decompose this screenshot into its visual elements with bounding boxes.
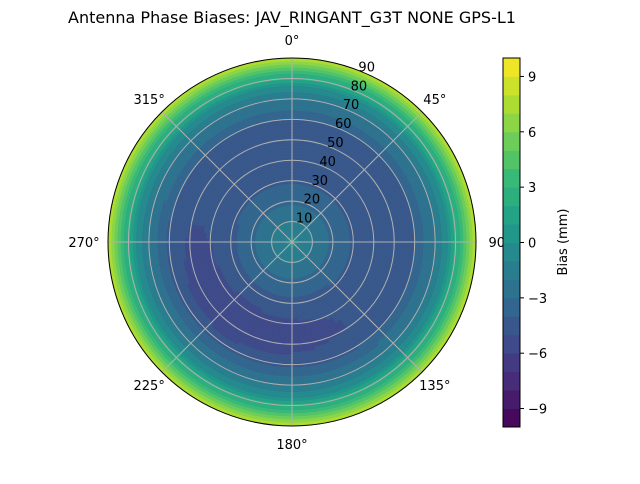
chart-title: Antenna Phase Biases: JAV_RINGANT_G3T NO… xyxy=(68,8,516,28)
contour-cell xyxy=(344,236,347,240)
contour-cell xyxy=(283,358,292,361)
contour-cell xyxy=(291,349,299,352)
contour-cell xyxy=(282,104,292,107)
contour-cell xyxy=(292,153,299,156)
contour-cell xyxy=(283,113,293,116)
contour-cell xyxy=(283,107,293,110)
contour-cell xyxy=(225,244,228,249)
contour-cell xyxy=(291,370,301,373)
contour-cell xyxy=(291,340,299,343)
contour-cell xyxy=(291,386,302,389)
contour-cell xyxy=(291,355,300,358)
contour-cell xyxy=(292,331,299,334)
contour-cell xyxy=(285,147,292,150)
contour-cell xyxy=(284,346,292,349)
contour-cell xyxy=(292,147,299,150)
contour-cell xyxy=(292,122,301,125)
contour-cell xyxy=(283,110,293,113)
contour-cell xyxy=(292,325,298,328)
contour-cell xyxy=(286,312,292,315)
contour-cell xyxy=(286,156,292,159)
contour-cell xyxy=(284,340,292,343)
contour-cell xyxy=(341,237,344,241)
contour-cell xyxy=(285,144,292,147)
contour-cell xyxy=(292,144,299,147)
contour-cell xyxy=(221,244,224,249)
contour-cell xyxy=(291,346,299,349)
contour-cell xyxy=(291,380,302,383)
contour-cell xyxy=(285,135,293,138)
contour-cell xyxy=(292,162,298,165)
contour-cell xyxy=(285,337,292,340)
contour-cell xyxy=(284,129,293,132)
contour-cell xyxy=(286,318,292,321)
contour-cell xyxy=(285,141,293,144)
contour-cell xyxy=(335,237,338,241)
contour-cell xyxy=(286,325,292,328)
contour-cell xyxy=(240,243,243,247)
contour-cell xyxy=(286,150,293,153)
contour-cell xyxy=(292,156,298,159)
contour-cell xyxy=(285,334,292,337)
contour-cell xyxy=(356,235,359,240)
contour-cell xyxy=(292,135,300,138)
contour-cell xyxy=(282,101,293,104)
contour-cell xyxy=(292,171,297,174)
contour-cell xyxy=(287,306,292,309)
contour-cell xyxy=(292,125,301,128)
contour-cell xyxy=(347,236,350,240)
contour-cell xyxy=(292,165,298,168)
contour-cell xyxy=(292,328,299,331)
contour-cell xyxy=(338,237,341,241)
contour-cell xyxy=(292,150,299,153)
contour-cell xyxy=(282,95,293,98)
contour-cell xyxy=(284,132,292,135)
contour-cell xyxy=(292,113,302,116)
contour-cell xyxy=(291,377,301,380)
contour-cell xyxy=(292,334,299,337)
contour-cell xyxy=(284,349,292,352)
contour-cell xyxy=(282,367,292,370)
contour-cell xyxy=(287,309,292,312)
contour-cell xyxy=(283,352,292,355)
contour-cell xyxy=(246,243,249,247)
contour-cell xyxy=(291,337,298,340)
contour-cell xyxy=(291,389,302,392)
contour-cell xyxy=(292,141,300,144)
contour-cell xyxy=(285,328,292,331)
contour-cell xyxy=(283,355,292,358)
contour-cell xyxy=(359,235,362,240)
contour-cell xyxy=(285,331,292,334)
contour-cell xyxy=(282,92,293,95)
contour-cell xyxy=(291,358,300,361)
contour-cell xyxy=(292,168,298,171)
contour-cell xyxy=(286,315,292,318)
contour-cell xyxy=(291,367,301,370)
contour-cell xyxy=(292,175,297,178)
contour-cell xyxy=(292,132,300,135)
contour-cell xyxy=(291,374,301,377)
contour-cell xyxy=(237,244,240,248)
contour-cell xyxy=(284,122,293,125)
contour-cell xyxy=(284,125,293,128)
contour-cell xyxy=(292,129,301,132)
contour-cell xyxy=(286,153,293,156)
contour-cell xyxy=(234,244,237,248)
contour-cell xyxy=(243,243,246,247)
contour-cell xyxy=(291,352,300,355)
